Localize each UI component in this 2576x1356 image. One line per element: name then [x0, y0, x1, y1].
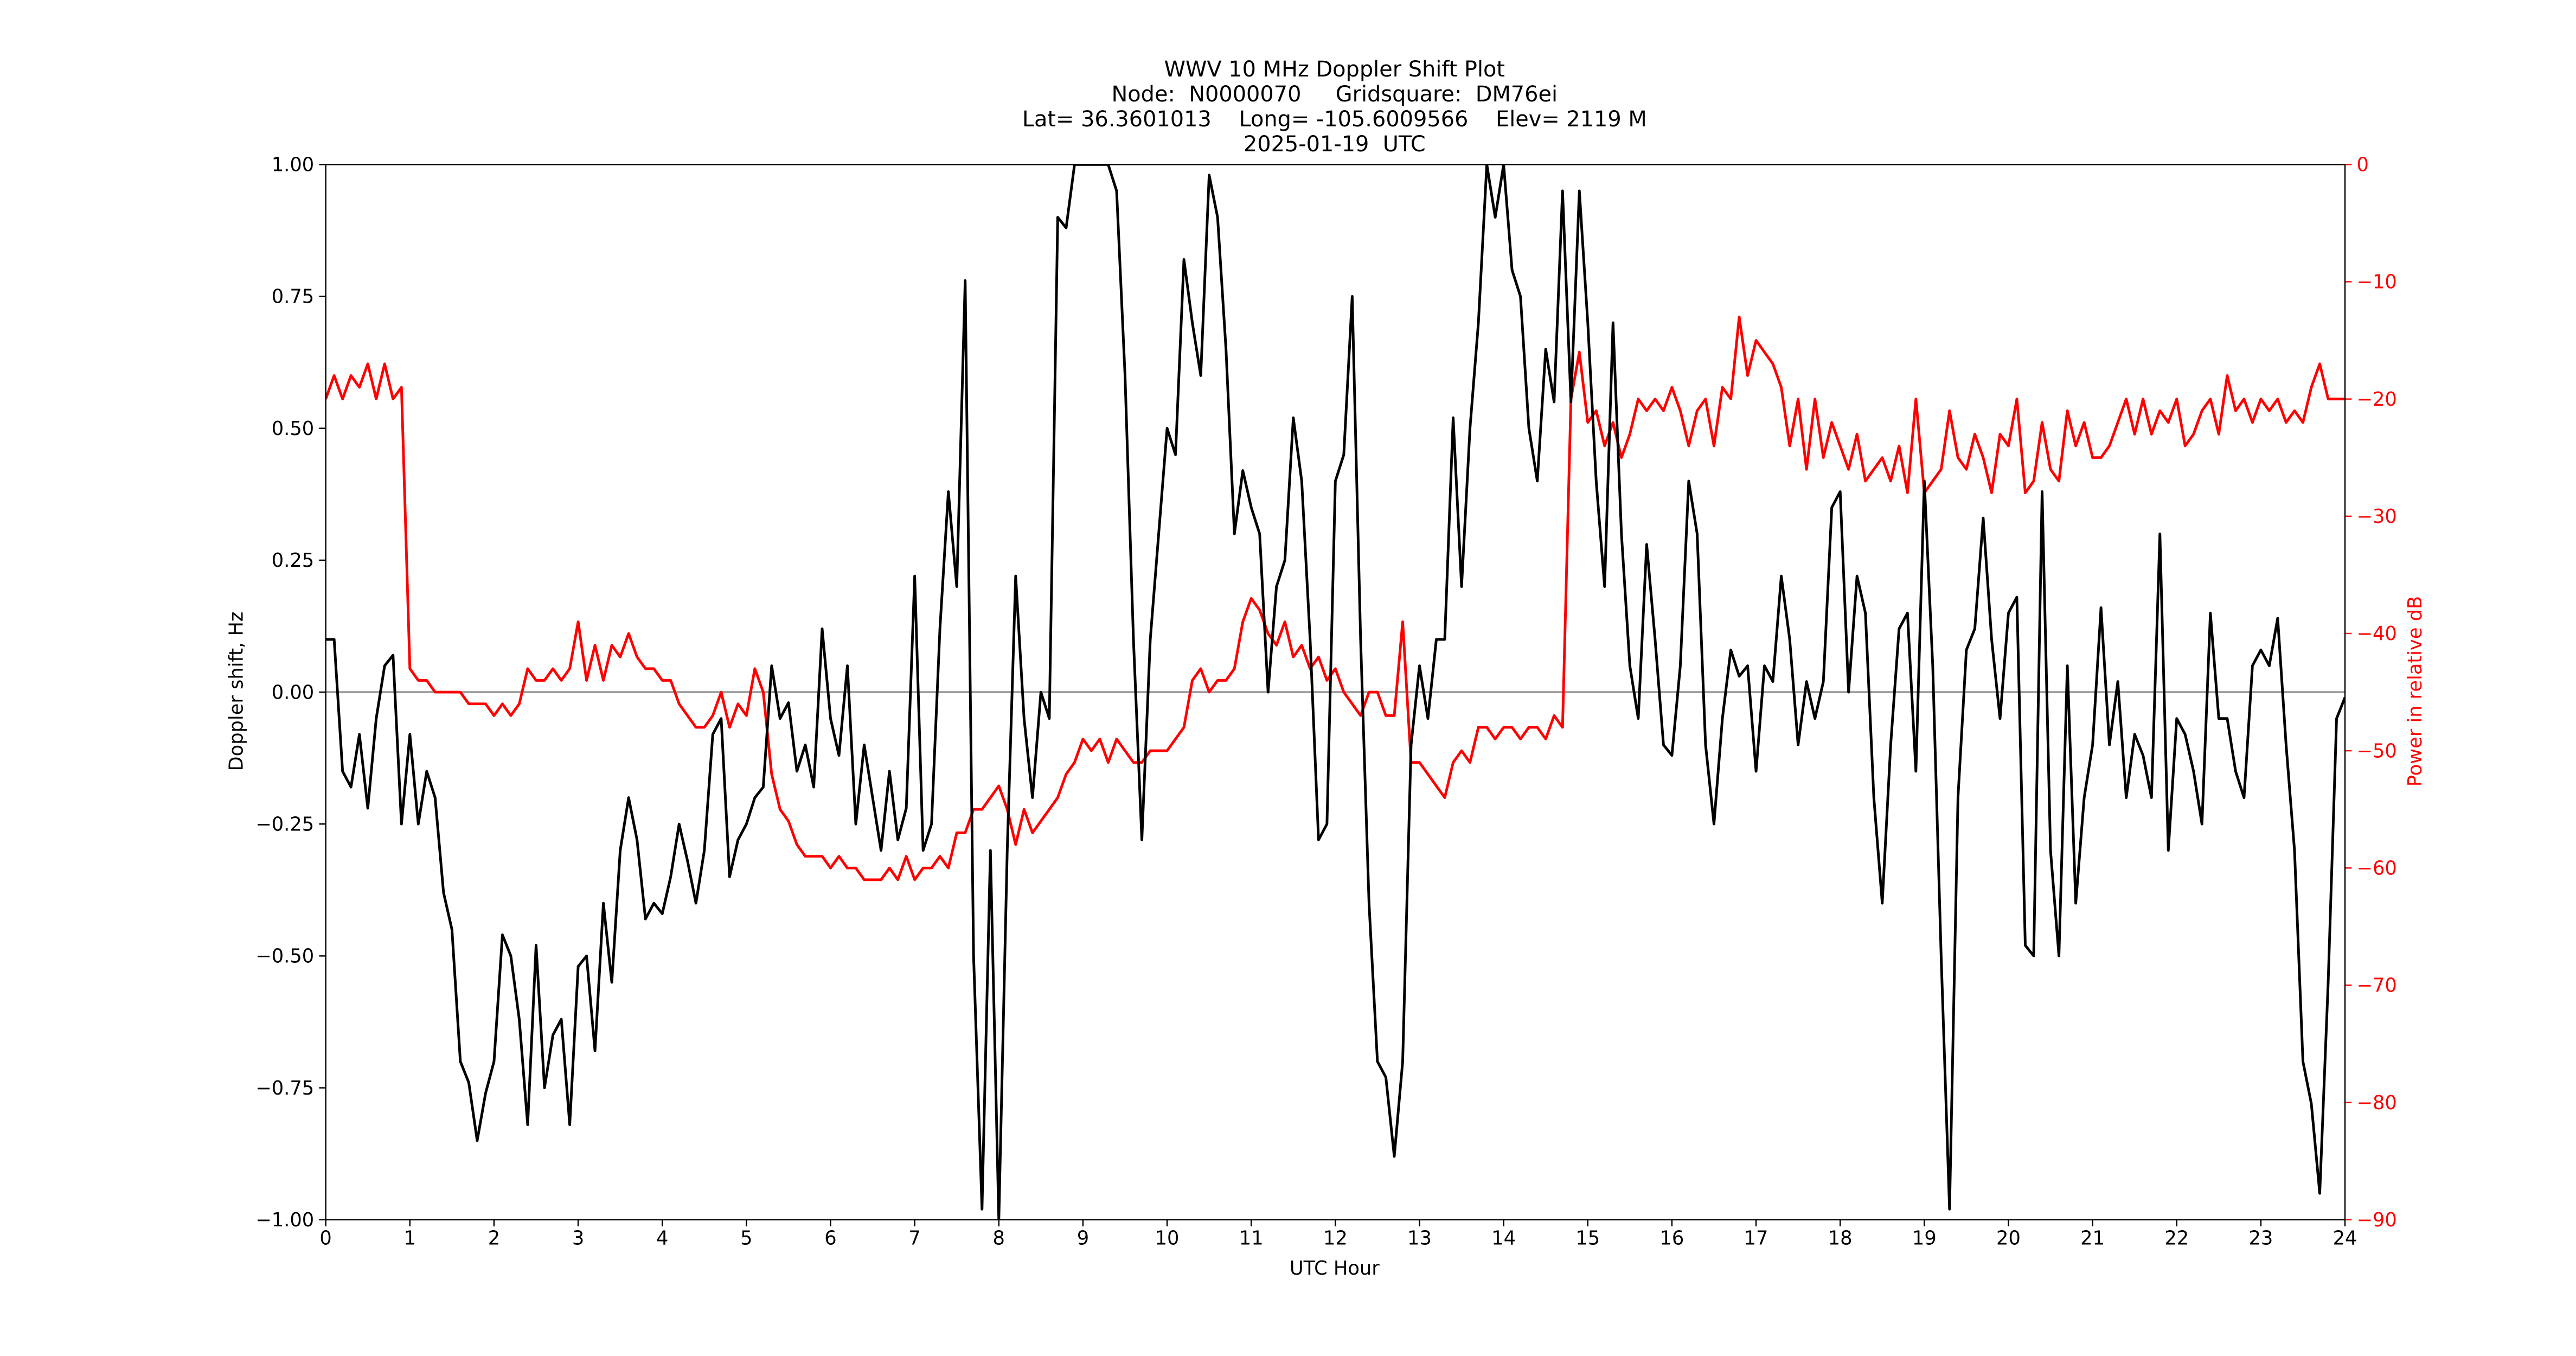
x-tick-label: 14 [1491, 1227, 1516, 1250]
x-tick-label: 12 [1323, 1227, 1348, 1250]
x-tick-label: 17 [1744, 1227, 1768, 1250]
x-tick-label: 0 [319, 1227, 331, 1250]
x-tick-label: 4 [656, 1227, 668, 1250]
x-tick-label: 3 [572, 1227, 584, 1250]
y2-tick-label: −60 [2356, 858, 2396, 880]
x-tick-label: 1 [404, 1227, 416, 1250]
y2-tick-label: −80 [2356, 1092, 2396, 1114]
x-tick-label: 9 [1077, 1227, 1089, 1250]
y-tick-label: 1.00 [272, 154, 314, 176]
y-tick-label: −0.50 [255, 945, 314, 968]
y-tick-label: −0.25 [255, 813, 314, 835]
chart-title: WWV 10 MHz Doppler Shift Plot [1164, 57, 1505, 82]
y2-tick-label: −20 [2356, 388, 2396, 411]
y-tick-label: −0.75 [255, 1077, 314, 1099]
x-tick-label: 20 [1996, 1227, 2021, 1250]
x-tick-label: 22 [2164, 1227, 2189, 1250]
y2-axis-label: Power in relative dB [2404, 596, 2426, 787]
x-axis-label: UTC Hour [1290, 1257, 1380, 1280]
x-tick-label: 24 [2333, 1227, 2357, 1250]
x-tick-label: 7 [908, 1227, 920, 1250]
x-tick-label: 23 [2248, 1227, 2273, 1250]
x-tick-label: 13 [1407, 1227, 1432, 1250]
x-tick-label: 11 [1239, 1227, 1264, 1250]
x-tick-label: 16 [1659, 1227, 1684, 1250]
x-tick-label: 19 [1912, 1227, 1937, 1250]
chart-subtitle: Node: N0000070 Gridsquare: DM76ei [1112, 82, 1558, 107]
chart-subtitle: 2025-01-19 UTC [1244, 132, 1426, 157]
y2-tick-label: 0 [2356, 154, 2368, 176]
y-tick-label: 0.00 [272, 681, 314, 703]
x-tick-label: 6 [824, 1227, 836, 1250]
y-tick-label: 0.75 [272, 286, 314, 308]
y2-tick-label: −40 [2356, 623, 2396, 645]
y-tick-label: 0.25 [272, 549, 314, 572]
y-axis-label: Doppler shift, Hz [225, 612, 247, 771]
series-line [325, 315, 2346, 881]
y2-tick-label: −30 [2356, 506, 2396, 528]
x-tick-label: 5 [740, 1227, 752, 1250]
x-tick-label: 15 [1575, 1227, 1600, 1250]
y2-tick-label: −10 [2356, 271, 2396, 293]
y2-tick-label: −70 [2356, 975, 2396, 997]
y-tick-label: 0.50 [272, 418, 314, 440]
y2-tick-label: −90 [2356, 1209, 2396, 1231]
x-tick-label: 8 [993, 1227, 1005, 1250]
y2-tick-label: −50 [2356, 740, 2396, 762]
plot-frame [325, 164, 2346, 1220]
x-tick-label: 18 [1828, 1227, 1853, 1250]
chart-subtitle: Lat= 36.3601013 Long= -105.6009566 Elev=… [1022, 107, 1647, 132]
y-tick-label: −1.00 [255, 1209, 314, 1231]
x-tick-label: 21 [2080, 1227, 2105, 1250]
x-tick-label: 2 [488, 1227, 500, 1250]
x-tick-label: 10 [1155, 1227, 1180, 1250]
series-line [325, 164, 2346, 1220]
